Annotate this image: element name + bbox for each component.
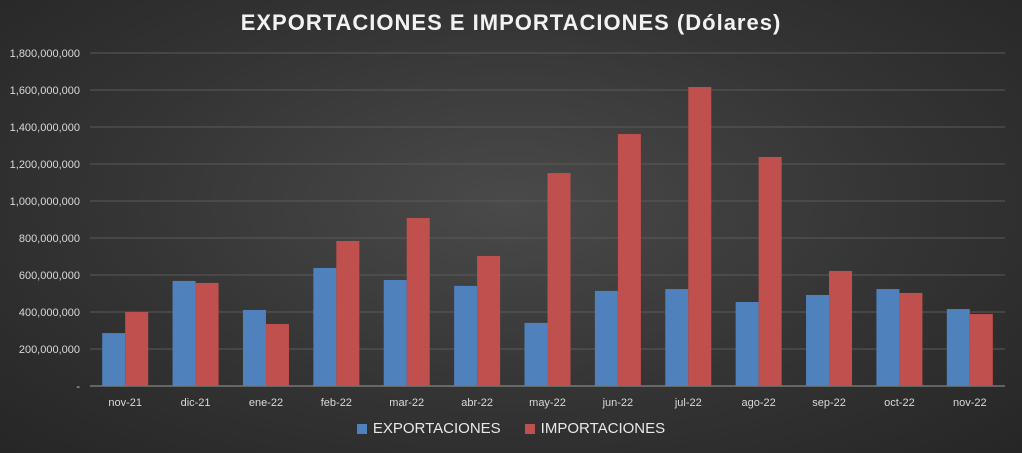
bar-importaciones-ene-22: [265, 324, 289, 386]
x-tick-label: ago-22: [742, 397, 776, 409]
bar-exportaciones-ene-22: [242, 309, 266, 386]
x-tick-label: jul-22: [674, 397, 702, 409]
y-tick-label: 1,000,000,000: [10, 196, 80, 208]
chart-title: EXPORTACIONES E IMPORTACIONES (Dólares): [240, 10, 782, 35]
bar-exportaciones-sep-22: [806, 294, 830, 386]
x-tick-label: nov-21: [108, 397, 142, 409]
x-tick-label: abr-22: [461, 397, 493, 409]
y-tick-label: 800,000,000: [19, 233, 80, 245]
bar-importaciones-jul-22: [688, 87, 712, 386]
bar-exportaciones-may-22: [524, 322, 548, 386]
legend-label: EXPORTACIONES: [372, 420, 501, 437]
legend-item-exportaciones: EXPORTACIONES: [356, 420, 501, 437]
legend: EXPORTACIONES IMPORTACIONES: [0, 420, 1022, 437]
x-tick-label: ene-22: [249, 397, 283, 409]
x-tick-label: oct-22: [884, 397, 915, 409]
bar-exportaciones-jul-22: [665, 289, 689, 386]
x-tick-label: dic-21: [181, 397, 211, 409]
bar-importaciones-ago-22: [758, 156, 782, 386]
bar-exportaciones-mar-22: [383, 279, 407, 386]
bar-importaciones-oct-22: [899, 292, 923, 386]
bar-exportaciones-nov-21: [102, 333, 126, 386]
y-tick-label: 1,200,000,000: [10, 159, 80, 171]
bar-exportaciones-nov-22: [946, 309, 970, 386]
y-tick-label: 1,800,000,000: [10, 48, 80, 60]
bar-importaciones-dic-21: [195, 282, 219, 386]
x-tick-label: mar-22: [389, 397, 424, 409]
x-tick-label: feb-22: [321, 397, 352, 409]
legend-item-importaciones: IMPORTACIONES: [524, 420, 666, 437]
bar-importaciones-may-22: [547, 173, 571, 386]
bar-importaciones-sep-22: [829, 270, 853, 386]
x-tick-label: sep-22: [812, 397, 846, 409]
x-tick-label: may-22: [529, 397, 566, 409]
bar-importaciones-mar-22: [406, 218, 430, 386]
bar-exportaciones-dic-21: [172, 280, 196, 386]
bar-importaciones-nov-21: [125, 312, 149, 386]
y-tick-label: 1,600,000,000: [10, 85, 80, 97]
y-tick-label: 200,000,000: [19, 344, 80, 356]
x-tick-label: jun-22: [602, 397, 634, 409]
bar-importaciones-nov-22: [969, 314, 993, 386]
bar-exportaciones-abr-22: [454, 285, 478, 386]
y-tick-label: 600,000,000: [19, 270, 80, 282]
bar-importaciones-feb-22: [336, 240, 360, 386]
legend-swatch-exportaciones: [356, 423, 367, 434]
bar-exportaciones-feb-22: [313, 267, 337, 386]
bar-exportaciones-ago-22: [735, 302, 759, 386]
y-tick-label: 400,000,000: [19, 307, 80, 319]
y-tick-label: -: [76, 381, 80, 393]
x-tick-label: nov-22: [953, 397, 987, 409]
bar-exportaciones-jun-22: [594, 290, 618, 386]
y-tick-label: 1,400,000,000: [10, 122, 80, 134]
legend-label: IMPORTACIONES: [540, 420, 666, 437]
bar-importaciones-abr-22: [477, 255, 501, 386]
bar-exportaciones-oct-22: [876, 289, 900, 386]
bar-importaciones-jun-22: [617, 134, 641, 386]
legend-swatch-importaciones: [524, 423, 535, 434]
